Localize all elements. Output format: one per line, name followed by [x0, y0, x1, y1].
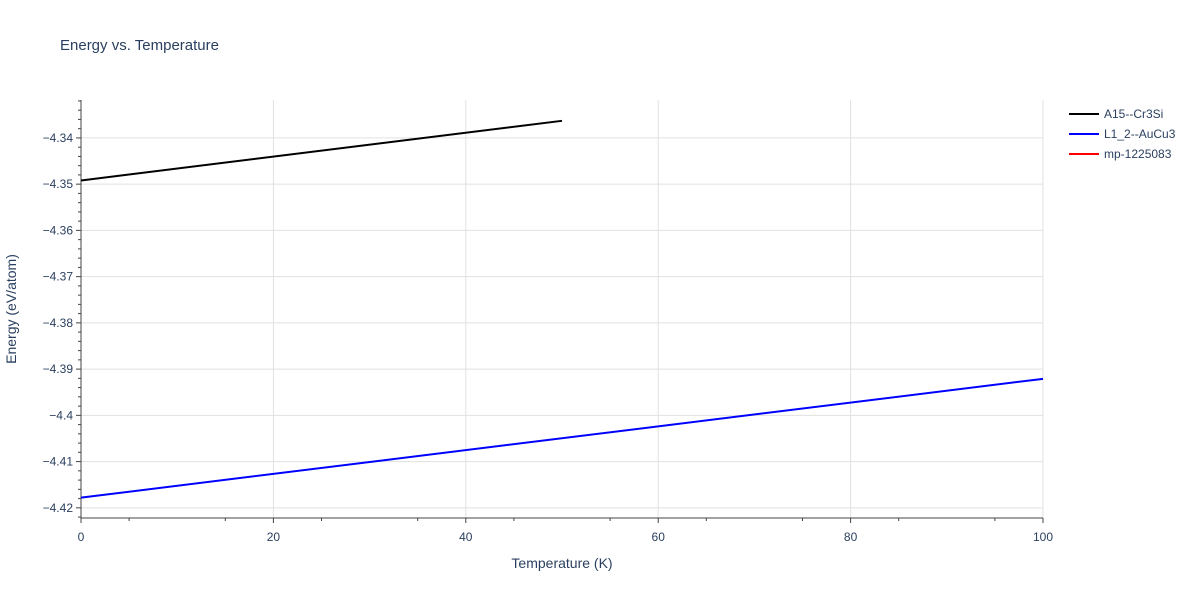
y-tick-label: −4.36 — [43, 223, 74, 237]
y-tick-label: −4.38 — [43, 316, 74, 330]
y-tick-label: −4.41 — [43, 455, 74, 469]
y-tick-label: −4.4 — [49, 408, 73, 422]
y-axis-label: Energy (eV/atom) — [3, 254, 19, 364]
x-tick-label: 40 — [459, 530, 473, 544]
chart-title: Energy vs. Temperature — [60, 37, 219, 54]
y-tick-label: −4.37 — [43, 270, 74, 284]
y-tick-label: −4.35 — [43, 177, 74, 191]
y-tick-label: −4.42 — [43, 501, 74, 515]
x-tick-label: 20 — [267, 530, 281, 544]
legend-label: mp-1225083 — [1104, 147, 1172, 161]
x-tick-label: 60 — [652, 530, 666, 544]
x-axis-label: Temperature (K) — [511, 555, 612, 571]
y-tick-label: −4.39 — [43, 362, 74, 376]
y-tick-label: −4.34 — [43, 131, 74, 145]
x-tick-label: 80 — [844, 530, 858, 544]
x-tick-label: 0 — [78, 530, 85, 544]
series-line-L1_2--AuCu3 — [80, 377, 1044, 499]
series-line-A15--Cr3Si — [80, 119, 563, 182]
x-tick-label: 100 — [1033, 530, 1053, 544]
legend-label: L1_2--AuCu3 — [1104, 127, 1176, 141]
legend-label: A15--Cr3Si — [1104, 107, 1163, 121]
